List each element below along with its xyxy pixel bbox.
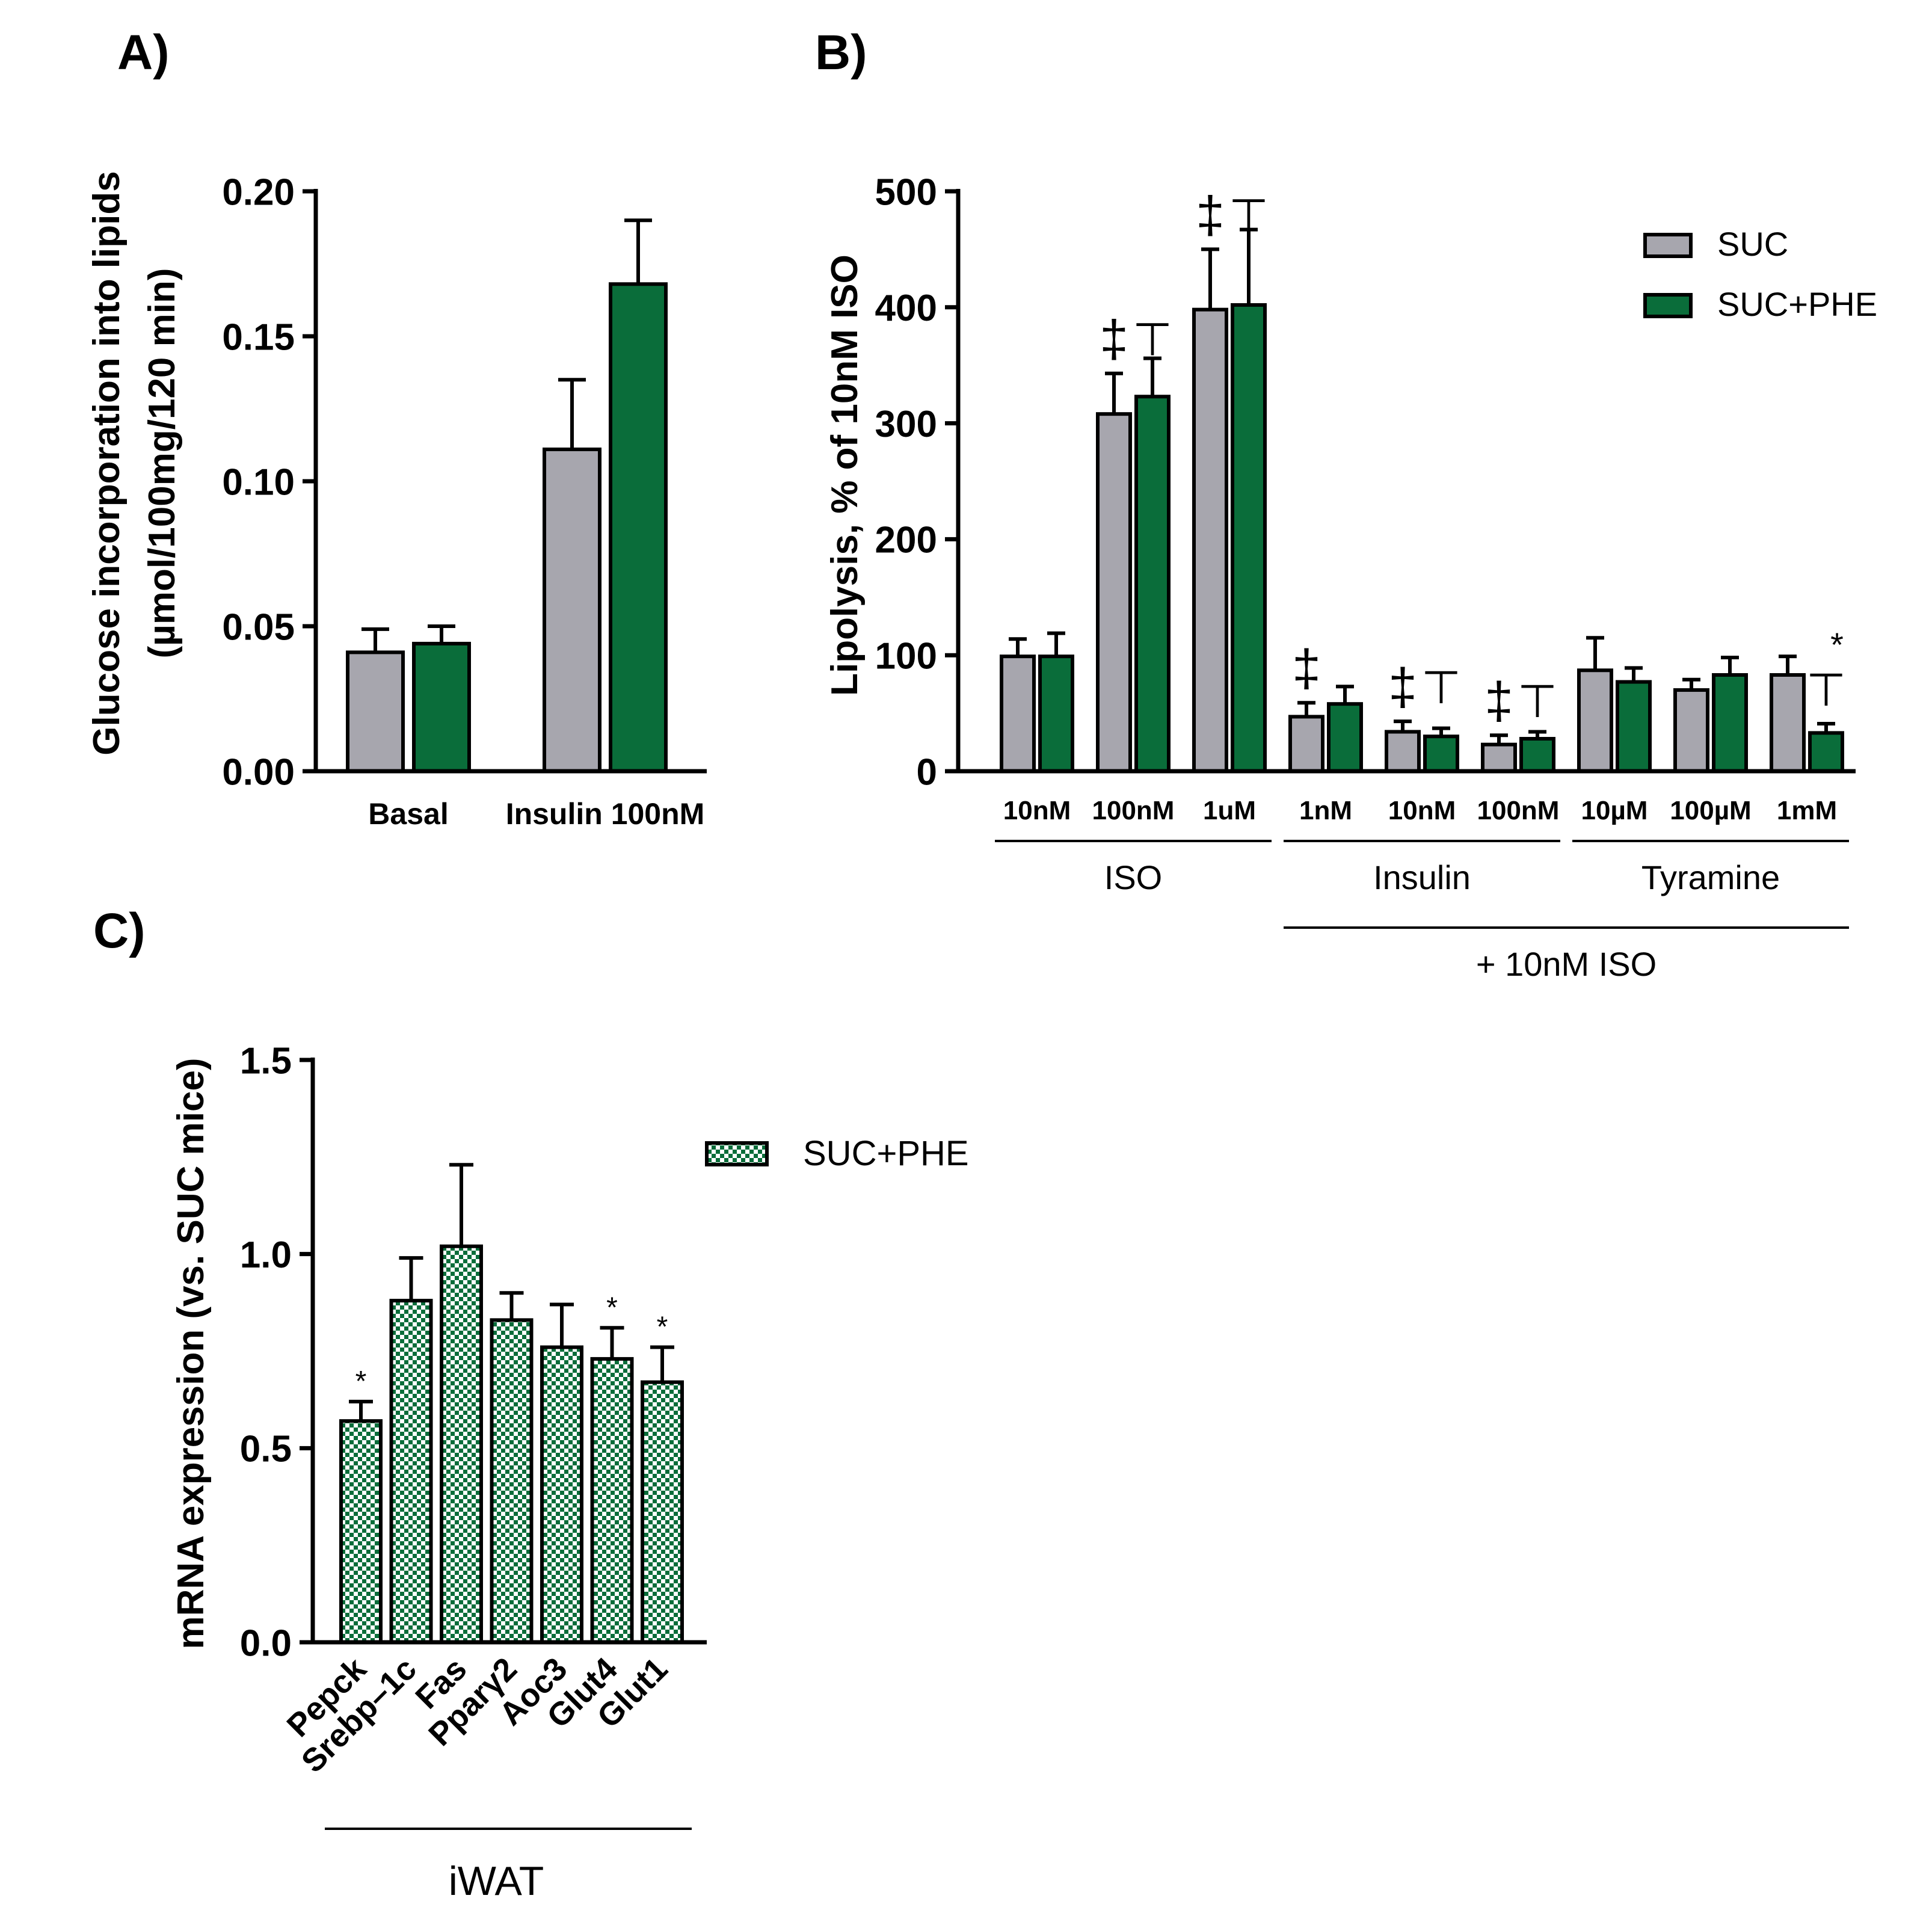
panel-c-bar-suc-phe xyxy=(339,1419,383,1644)
panel-c-bar-suc-phe xyxy=(490,1318,534,1644)
panel-b-bar-suc xyxy=(1385,730,1421,773)
panel-c-legend: SUC+PHE xyxy=(705,1134,969,1173)
panel-b-tee-mark: ⊤ xyxy=(1806,665,1846,716)
panel-b-bar-suc xyxy=(1000,655,1036,774)
panel-b-label: B) xyxy=(815,25,867,80)
panel-b-tee-mark: ⊤ xyxy=(1518,676,1557,727)
panel-c-ytick-label: 0.0 xyxy=(240,1622,292,1664)
panel-b-bar-suc-phe xyxy=(1134,395,1171,773)
panel-b-bar-suc xyxy=(1096,412,1132,773)
panel-c-ytick-label: 0.5 xyxy=(240,1429,292,1470)
panel-c-bar-suc-phe xyxy=(590,1357,634,1645)
panel-b-bar-suc xyxy=(1192,307,1228,773)
panel-b-bar-suc-phe xyxy=(1423,735,1459,774)
panel-b-ytick-label: 200 xyxy=(875,520,937,561)
panel-b-double-dagger: ‡ xyxy=(1196,186,1225,244)
panel-c-bar-suc-phe xyxy=(440,1244,483,1644)
panel-a-bar-suc xyxy=(543,447,601,773)
panel-b-xtick-label: 100nM xyxy=(1477,796,1560,825)
panel-c-bar-suc-phe xyxy=(389,1299,433,1644)
panel-a-xtick-label: Basal xyxy=(368,797,448,831)
panel-b-group-label: ISO xyxy=(1104,858,1162,896)
legend-swatch-suc-phe-pattern xyxy=(705,1141,769,1166)
legend-label-suc: SUC xyxy=(1717,225,1788,263)
panel-a-ytick-label: 0.00 xyxy=(222,751,295,793)
panel-b-double-dagger: ‡ xyxy=(1292,639,1321,697)
panel-b-bar-suc xyxy=(1481,742,1517,774)
panel-b-tee-mark: ⊤ xyxy=(1421,662,1461,713)
panel-c-bar-suc-phe xyxy=(540,1345,583,1644)
panel-c-bar-suc-phe xyxy=(641,1380,684,1645)
panel-b-group-label: Tyramine xyxy=(1641,858,1780,896)
panel-b-ytick-label: 100 xyxy=(875,636,937,677)
panel-b-ytick-label: 0 xyxy=(917,751,937,793)
panel-c-group-label: iWAT xyxy=(449,1858,544,1904)
panel-a-ylabel-line1: Glucose incorporation into lipids xyxy=(86,171,128,755)
panel-a-ytick-label: 0.15 xyxy=(222,316,295,358)
panel-b-bar-suc-phe xyxy=(1712,673,1748,773)
panel-b-star: * xyxy=(1830,626,1844,664)
panel-b-bar-suc xyxy=(1577,668,1613,774)
panel-b-bar-suc-phe xyxy=(1231,303,1267,774)
legend-swatch-suc xyxy=(1643,233,1693,258)
panel-a-xtick-label: Insulin 100nM xyxy=(506,797,705,831)
panel-b-ytick-label: 300 xyxy=(875,404,937,445)
panel-a-ytick-label: 0.10 xyxy=(222,461,295,503)
panel-c-star: * xyxy=(606,1292,618,1323)
legend-label-suc-phe: SUC+PHE xyxy=(1717,285,1877,323)
panel-c-label: C) xyxy=(93,904,146,958)
panel-b-supergroup-label: + 10nM ISO xyxy=(1476,945,1657,983)
panel-c-ytick-label: 1.0 xyxy=(240,1234,292,1276)
panel-b-bar-suc-phe xyxy=(1519,737,1555,773)
panel-b-xtick-label: 10nM xyxy=(1003,796,1071,825)
panel-a-ylabel-line2: (µmol/100mg/120 min) xyxy=(141,268,183,658)
panel-b-xtick-label: 100µM xyxy=(1670,796,1751,825)
legend-label-c-suc-phe: SUC+PHE xyxy=(803,1134,969,1173)
panel-b-bar-suc-phe xyxy=(1327,702,1363,774)
panel-c-ytick-label: 1.5 xyxy=(240,1040,292,1082)
panel-a-ytick-label: 0.20 xyxy=(222,171,295,213)
panel-b-bar-suc-phe xyxy=(1038,655,1074,774)
panel-c-star: * xyxy=(355,1366,367,1397)
panel-b-bar-suc xyxy=(1288,715,1324,774)
panel-b-xtick-label: 1nM xyxy=(1299,796,1352,825)
panel-b-ytick-label: 400 xyxy=(875,288,937,329)
panel-c-ylabel: mRNA expression (vs. SUC mice) xyxy=(170,1058,212,1649)
panel-b-double-dagger: ‡ xyxy=(1100,310,1128,368)
panel-b-ylabel: Lipolysis, % of 10nM ISO xyxy=(824,254,866,696)
panel-b-double-dagger: ‡ xyxy=(1484,672,1513,730)
panel-b: B) Lipolysis, % of 10nM ISO 0 100 200 300 40… xyxy=(815,25,1877,983)
panel-a-bar-suc-phe xyxy=(412,641,471,774)
panel-b-double-dagger: ‡ xyxy=(1388,658,1417,716)
panel-a: A) Glucose incorporation into lipids (µm… xyxy=(86,25,707,831)
panel-b-bar-suc-phe xyxy=(1616,680,1652,773)
panel-b-legend: SUC SUC+PHE xyxy=(1643,225,1877,323)
panel-b-xtick-label: 10µM xyxy=(1581,796,1648,825)
panel-b-xtick-label: 1mM xyxy=(1777,796,1837,825)
panel-c: C) mRNA expression (vs. SUC mice) 0.0 0.5… xyxy=(93,904,969,1904)
panel-b-xtick-label: 100nM xyxy=(1092,796,1175,825)
panel-c-star: * xyxy=(657,1311,668,1343)
panel-b-xtick-label: 10nM xyxy=(1388,796,1456,825)
panel-a-bar-suc xyxy=(346,650,405,773)
panel-b-bar-suc xyxy=(1770,673,1806,773)
panel-b-tee-mark: ⊤ xyxy=(1133,315,1172,366)
panel-a-ytick-label: 0.05 xyxy=(222,606,295,648)
legend-swatch-suc-phe xyxy=(1643,293,1693,318)
panel-b-bar-suc-phe xyxy=(1808,731,1844,773)
panel-a-bar-suc-phe xyxy=(609,282,668,773)
panel-b-ytick-label: 500 xyxy=(875,171,937,213)
panel-b-xtick-label: 1uM xyxy=(1203,796,1256,825)
panel-b-tee-mark: ⊤ xyxy=(1229,190,1269,241)
panel-b-bar-suc xyxy=(1673,688,1709,774)
panel-a-label: A) xyxy=(117,25,170,80)
panel-b-group-label: Insulin xyxy=(1373,858,1471,896)
